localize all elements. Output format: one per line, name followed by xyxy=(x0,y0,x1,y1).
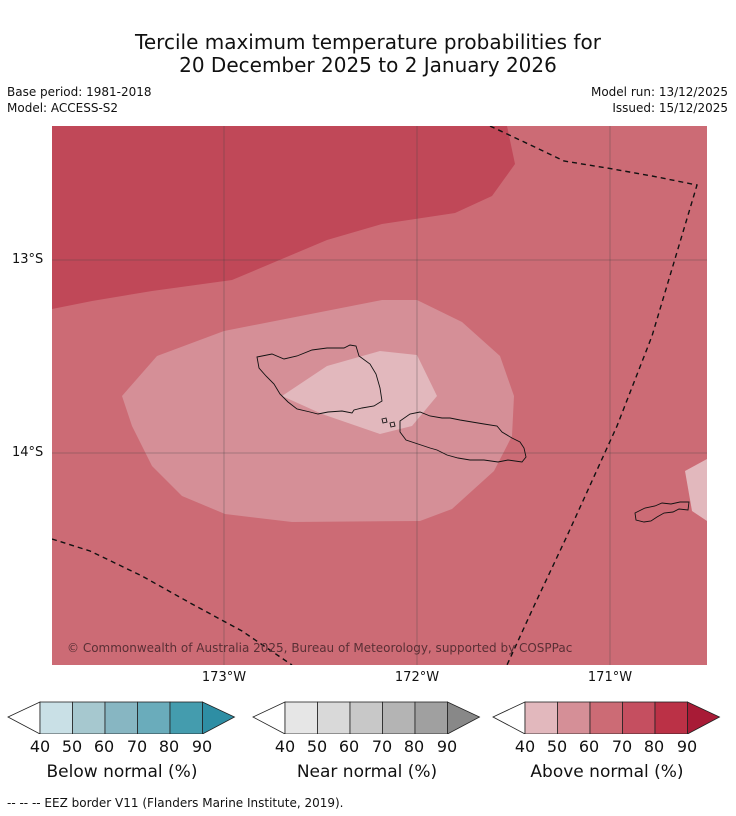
colorbar-segment xyxy=(284,701,318,735)
eez-footnote: -- -- -- EEZ border V11 (Flanders Marine… xyxy=(7,796,344,810)
eez-border-south xyxy=(52,538,293,665)
colorbar-below-normal xyxy=(7,701,236,735)
lon-label-172w: 172°W xyxy=(394,670,440,685)
eez-borders xyxy=(52,126,698,665)
tick-label: 40 xyxy=(514,737,536,756)
graticule xyxy=(52,126,707,665)
tick-label: 60 xyxy=(578,737,600,756)
legend-above-normal xyxy=(492,700,722,738)
lon-label-171w: 171°W xyxy=(587,670,633,685)
colorbar-lower-arrow xyxy=(252,701,286,735)
chart-title: Tercile maximum temperature probabilitie… xyxy=(0,31,736,77)
tick-label: 90 xyxy=(191,737,213,756)
copyright-notice: © Commonwealth of Australia 2025, Bureau… xyxy=(67,641,573,655)
tick-label: 70 xyxy=(611,737,633,756)
tick-label: 50 xyxy=(306,737,328,756)
lat-label-13s: 13°S xyxy=(12,252,44,267)
issued-date: Issued: 15/12/2025 xyxy=(612,101,728,115)
legend-near-normal xyxy=(252,700,482,738)
legend-title-above-normal: Above normal (%) xyxy=(530,762,684,782)
colorbar-segment xyxy=(589,701,623,735)
colorbar-near-normal xyxy=(252,701,481,735)
tick-label: 70 xyxy=(126,737,148,756)
model-run: Model run: 13/12/2025 xyxy=(590,85,728,99)
colorbar-upper-arrow xyxy=(202,701,236,735)
colorbar-segment xyxy=(137,701,171,735)
lon-label-173w: 173°W xyxy=(201,670,247,685)
tick-label: 70 xyxy=(371,737,393,756)
title-line-2: 20 December 2025 to 2 January 2026 xyxy=(179,53,557,77)
manono-islet xyxy=(389,421,396,428)
title-line-1: Tercile maximum temperature probabilitie… xyxy=(135,30,601,54)
colorbar-segment xyxy=(414,701,448,735)
tick-label: 40 xyxy=(274,737,296,756)
coastlines xyxy=(256,344,690,523)
tick-label: 90 xyxy=(436,737,458,756)
tick-label: 90 xyxy=(676,737,698,756)
legend-title-below-normal: Below normal (%) xyxy=(46,762,198,782)
colorbar-above-normal xyxy=(492,701,721,735)
tick-label: 80 xyxy=(403,737,425,756)
colorbar-segment xyxy=(349,701,383,735)
legend-below-normal xyxy=(7,700,237,738)
colorbar-segment xyxy=(104,701,138,735)
lat-label-14s: 14°S xyxy=(12,445,44,460)
model-name: Model: ACCESS-S2 xyxy=(7,101,119,115)
map-panel xyxy=(52,126,707,665)
legend-title-near-normal: Near normal (%) xyxy=(296,762,438,782)
field-above-40-east xyxy=(685,459,707,521)
apolima-islet xyxy=(381,417,388,424)
colorbar-segment xyxy=(524,701,558,735)
base-period: Base period: 1981-2018 xyxy=(7,85,152,99)
tick-label: 40 xyxy=(29,737,51,756)
tick-label: 60 xyxy=(338,737,360,756)
colorbar-segment xyxy=(557,701,591,735)
tick-label: 50 xyxy=(61,737,83,756)
colorbar-segment xyxy=(72,701,106,735)
upolu-island xyxy=(399,411,527,463)
meta-left: Base period: 1981-2018 Model: ACCESS-S2 xyxy=(7,84,152,116)
colorbar-upper-arrow xyxy=(687,701,721,735)
colorbar-segment xyxy=(317,701,351,735)
tick-label: 50 xyxy=(546,737,568,756)
savaii-island xyxy=(256,344,383,415)
tick-label: 80 xyxy=(643,737,665,756)
colorbar-segment xyxy=(382,701,416,735)
colorbar-segment xyxy=(169,701,203,735)
tick-label: 80 xyxy=(158,737,180,756)
eez-border-north xyxy=(489,126,698,665)
colorbar-segment xyxy=(39,701,73,735)
tick-label: 60 xyxy=(93,737,115,756)
colorbar-segment xyxy=(622,701,656,735)
colorbar-lower-arrow xyxy=(492,701,526,735)
meta-right: Model run: 13/12/2025 Issued: 15/12/2025 xyxy=(591,84,728,116)
map-svg xyxy=(52,126,707,665)
tutuila-island xyxy=(634,501,690,523)
colorbar-lower-arrow xyxy=(7,701,41,735)
field-above-90 xyxy=(52,126,515,309)
colorbar-segment xyxy=(654,701,688,735)
colorbar-upper-arrow xyxy=(447,701,481,735)
